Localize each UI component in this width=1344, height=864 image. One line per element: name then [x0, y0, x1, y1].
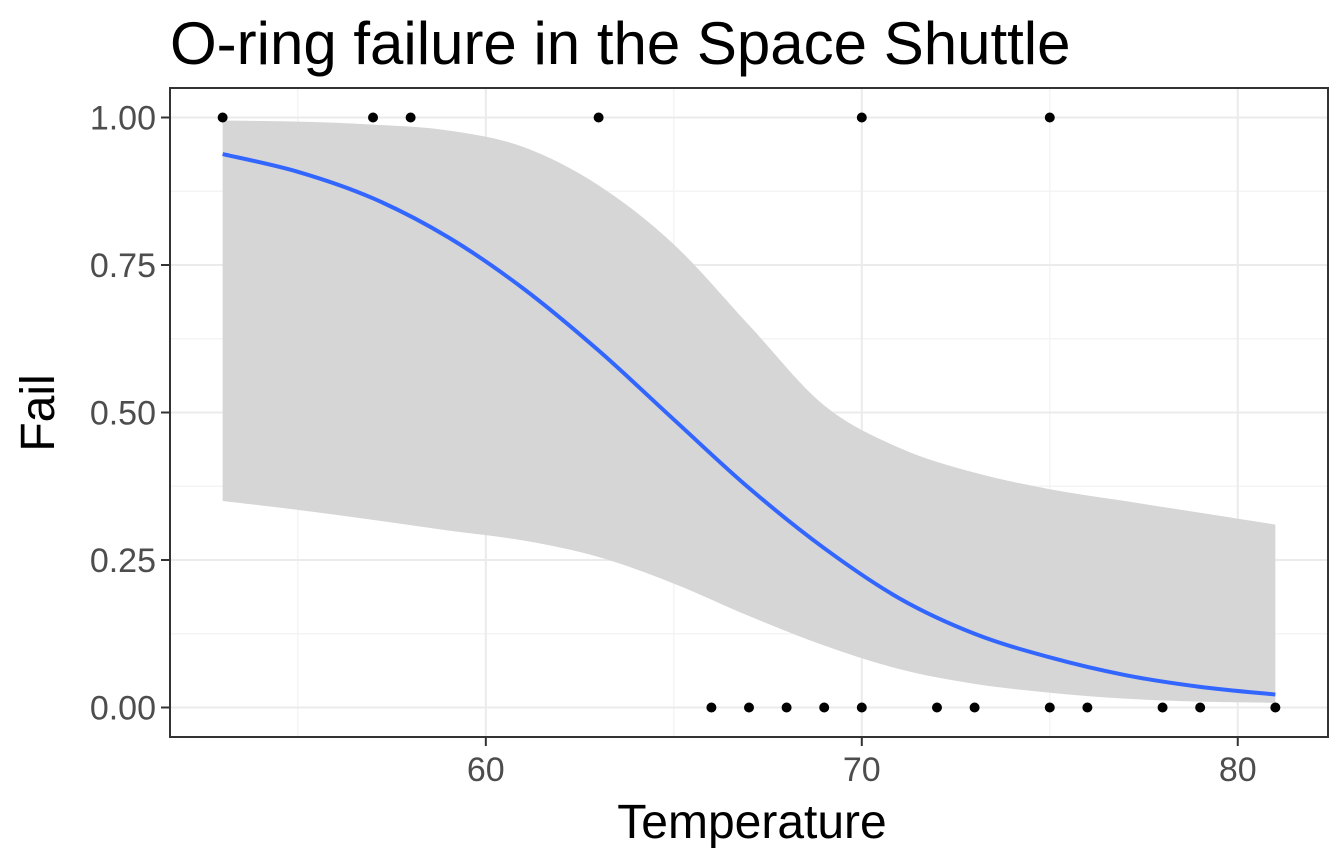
fit-line-layer — [222, 152, 1276, 697]
data-point — [931, 702, 942, 713]
y-tick-label: 1.00 — [90, 100, 156, 138]
x-tick-label: 70 — [843, 751, 881, 789]
data-point — [593, 112, 604, 123]
data-point — [1044, 702, 1055, 713]
x-axis-title: Temperature — [617, 796, 886, 849]
chart-title: O-ring failure in the Space Shuttle — [170, 10, 1071, 77]
data-point — [1270, 702, 1281, 713]
y-axis: 0.00 0.25 0.50 0.75 1.00 — [90, 100, 170, 728]
data-point — [706, 702, 717, 713]
data-point — [1157, 702, 1168, 713]
y-tick-label: 0.75 — [90, 247, 156, 285]
y-tick-label: 0.00 — [90, 690, 156, 728]
y-tick-label: 0.50 — [90, 395, 156, 433]
data-points — [217, 112, 1281, 713]
data-point — [969, 702, 980, 713]
y-tick-label: 0.25 — [90, 542, 156, 580]
y-axis-title: Fail — [12, 374, 65, 451]
x-axis: 60 70 80 — [467, 737, 1257, 789]
confidence-band — [222, 120, 1276, 703]
data-point — [217, 112, 228, 123]
data-point — [744, 702, 754, 713]
x-tick-label: 60 — [467, 751, 505, 789]
data-point — [1082, 702, 1093, 713]
confidence-band-layer — [222, 120, 1276, 703]
data-point — [1044, 112, 1055, 123]
x-tick-label: 80 — [1219, 751, 1257, 789]
data-point — [1195, 702, 1206, 713]
data-point — [856, 702, 867, 713]
data-point — [781, 702, 792, 713]
data-point — [819, 702, 830, 713]
fit-line — [222, 152, 1276, 697]
data-point — [405, 112, 416, 123]
data-point — [368, 112, 379, 123]
data-point — [856, 112, 867, 123]
